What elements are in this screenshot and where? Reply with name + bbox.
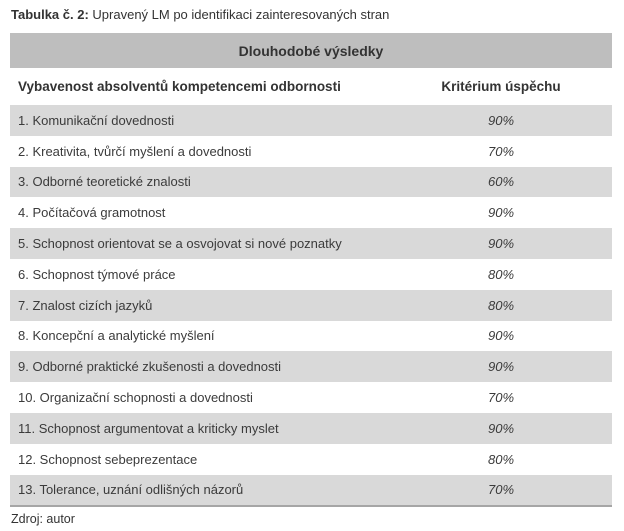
table-row: 4. Počítačová gramotnost 90% — [10, 197, 612, 229]
criterion-value: 70% — [487, 143, 515, 159]
column-header-competency: Vybavenost absolventů kompetencemi odbor… — [18, 79, 341, 94]
criterion-value: 90% — [487, 236, 515, 252]
table-row: 11. Schopnost argumentovat a kriticky my… — [10, 412, 612, 444]
criterion-value: 70% — [487, 482, 515, 498]
table-row: 7. Znalost cizích jazyků 80% — [10, 289, 612, 321]
criterion-value: 90% — [487, 420, 515, 436]
criterion-value: 70% — [487, 390, 515, 406]
criterion-value: 90% — [487, 205, 515, 221]
criterion-value: 90% — [487, 112, 515, 128]
table-row: 5. Schopnost orientovat se a osvojovat s… — [10, 228, 612, 259]
competency-label: 6. Schopnost týmové práce — [18, 266, 176, 282]
competency-label: 13. Tolerance, uznání odlišných názorů — [18, 482, 244, 498]
table-row: 10. Organizační schopnosti a dovednosti 7… — [10, 382, 612, 413]
competency-label: 10. Organizační schopnosti a dovednosti — [18, 390, 253, 406]
competency-label: 2. Kreativita, tvůrčí myšlení a dovednos… — [18, 143, 252, 159]
table-caption: Tabulka č. 2: Upravený LM po identifikac… — [11, 7, 614, 23]
table-body: 1. Komunikační dovednosti 90% 2. Kreativit… — [10, 105, 612, 508]
competency-label: 9. Odborné praktické zkušenosti a dovedn… — [18, 359, 282, 375]
competency-label: 11. Schopnost argumentovat a kriticky my… — [18, 420, 279, 436]
table-row: 8. Koncepční a analytické myšlení 90% — [10, 320, 612, 352]
criterion-value: 80% — [487, 451, 515, 467]
table-row: 3. Odborné teoretické znalosti 60% — [10, 166, 612, 198]
criterion-value: 90% — [487, 328, 515, 344]
table-caption-label: Tabulka č. 2: — [11, 7, 89, 22]
table-row: 6. Schopnost týmové práce 80% — [10, 258, 612, 290]
table-row: 13. Tolerance, uznání odlišných názorů 70… — [10, 474, 612, 506]
source-note: Zdroj: autor — [11, 512, 75, 527]
table-title-banner: Dlouhodobé výsledky — [10, 33, 612, 68]
criterion-value: 60% — [487, 174, 515, 190]
competency-label: 12. Schopnost sebeprezentace — [18, 451, 198, 467]
table-row: 9. Odborné praktické zkušenosti a dovedn… — [10, 351, 612, 383]
competency-label: 3. Odborné teoretické znalosti — [18, 174, 191, 190]
table-row: 1. Komunikační dovednosti 90% — [10, 105, 612, 136]
criterion-value: 80% — [487, 266, 515, 282]
competency-label: 8. Koncepční a analytické myšlení — [18, 328, 215, 344]
competency-label: 5. Schopnost orientovat se a osvojovat s… — [18, 236, 342, 252]
criterion-value: 80% — [487, 297, 515, 313]
table-row: 2. Kreativita, tvůrčí myšlení a dovednos… — [10, 135, 612, 167]
table-caption-text: Upravený LM po identifikaci zainteresova… — [88, 7, 390, 22]
results-table: Dlouhodobé výsledky Vybavenost absolvent… — [10, 33, 612, 508]
criterion-value: 90% — [487, 359, 515, 375]
competency-label: 7. Znalost cizích jazyků — [18, 297, 153, 313]
competency-label: 4. Počítačová gramotnost — [18, 205, 166, 221]
table-row: 12. Schopnost sebeprezentace 80% — [10, 443, 612, 475]
column-header-row: Vybavenost absolventů kompetencemi odbor… — [10, 68, 612, 105]
column-header-criterion: Kritérium úspěchu — [441, 79, 561, 94]
competency-label: 1. Komunikační dovednosti — [18, 112, 175, 128]
